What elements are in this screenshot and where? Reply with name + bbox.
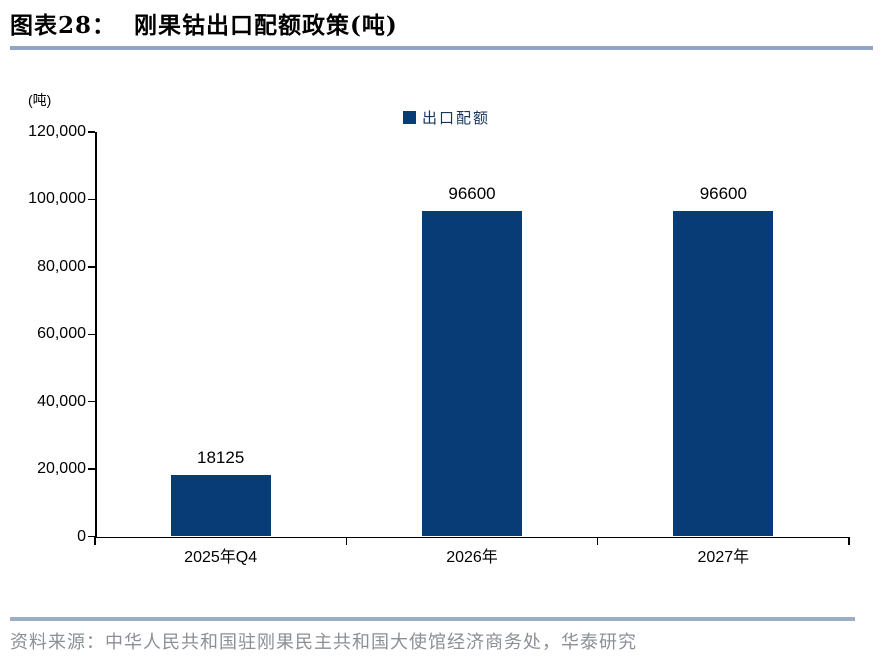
y-axis-tick <box>88 535 95 538</box>
bar-value-label: 18125 <box>197 448 245 468</box>
y-axis-tick <box>88 468 95 470</box>
y-axis-unit-label: (吨) <box>28 92 52 108</box>
y-axis-tick-label: 100,000 <box>28 190 86 208</box>
x-category-label: 2027年 <box>697 548 750 566</box>
source-note: 资料来源：中华人民共和国驻刚果民主共和国大使馆经济商务处，华泰研究 <box>10 632 637 653</box>
x-category-label: 2025年Q4 <box>184 548 258 566</box>
bar <box>673 210 774 537</box>
figure-title: 刚果钴出口配额政策(吨) <box>134 12 398 39</box>
y-axis-tick-label: 120,000 <box>28 123 86 140</box>
y-axis-tick-label: 80,000 <box>37 257 86 275</box>
x-axis-tick <box>94 536 96 545</box>
bar <box>422 210 522 537</box>
bar-value-label: 96600 <box>448 183 496 203</box>
y-axis-tick <box>88 333 95 335</box>
y-axis-tick-label: 40,000 <box>37 392 86 410</box>
x-category-label: 2026年 <box>446 548 498 566</box>
x-axis-tick <box>848 536 850 545</box>
y-axis-tick-label: 20,000 <box>37 460 86 478</box>
y-axis-tick <box>88 198 95 201</box>
bar <box>170 475 271 537</box>
y-axis-tick <box>88 131 95 133</box>
x-axis-tick <box>345 536 348 545</box>
figure-label: 图表28： <box>10 12 117 39</box>
bar-value-label: 96600 <box>699 183 747 203</box>
y-axis-tick <box>88 266 95 268</box>
y-axis-tick <box>88 400 95 403</box>
y-axis-tick-label: 0 <box>77 527 86 545</box>
legend-swatch-icon <box>403 111 416 124</box>
x-axis-line <box>95 536 849 538</box>
footer-rule <box>10 617 855 621</box>
chart-legend: 出口配额 <box>403 107 490 128</box>
y-axis-tick-label: 60,000 <box>37 325 86 343</box>
x-axis-tick <box>596 536 599 545</box>
y-axis-line <box>95 132 97 538</box>
header-rule <box>10 46 873 50</box>
legend-item-label: 出口配额 <box>422 109 491 127</box>
figure-header: 图表28： 刚果钴出口配额政策(吨) <box>10 6 872 40</box>
